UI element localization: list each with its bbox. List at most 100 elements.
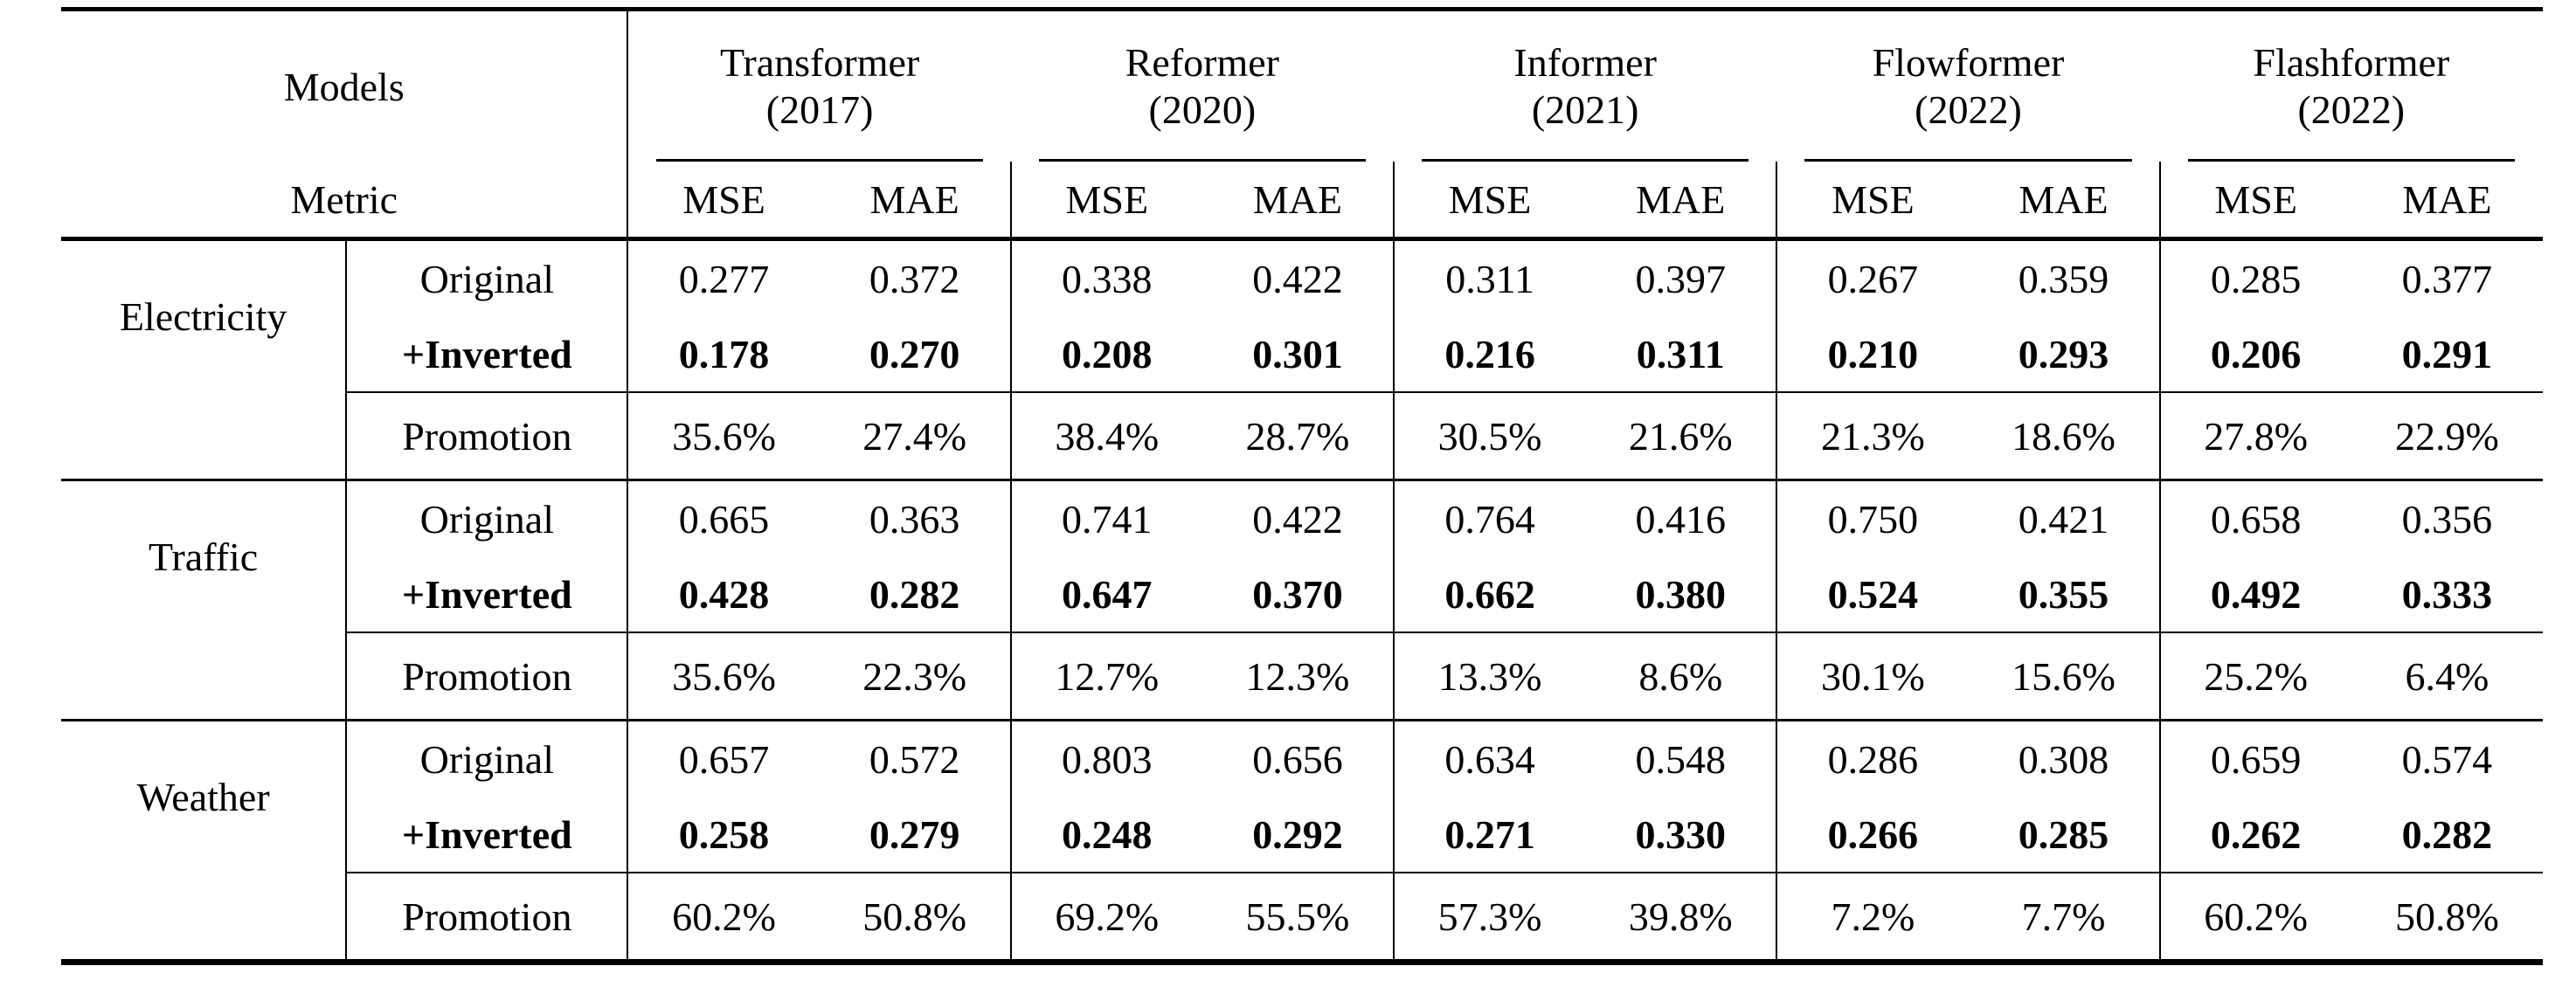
cmidrule — [1422, 159, 1749, 162]
value-cell: 0.377 — [2401, 256, 2493, 301]
row-type-label: Promotion — [346, 873, 629, 963]
promotion-value-cell: 27.8% — [2159, 392, 2351, 481]
promotion-value-cell: 13.3% — [1394, 632, 1586, 721]
dataset-spacer — [61, 632, 348, 721]
promotion-value-cell: 22.3% — [819, 632, 1012, 721]
value-cell: 0.574 — [2401, 736, 2493, 782]
results-table: Models Transformer (2017) Reformer (2020… — [61, 7, 2543, 965]
promotion-value-cell: 6.4% — [2351, 632, 2543, 721]
metric-label: MAE — [1585, 162, 1778, 241]
value-cell: 0.658 — [2210, 496, 2302, 542]
model-year: (2022) — [1915, 87, 2022, 132]
dataset-label: Traffic — [61, 480, 348, 632]
value-cell: 0.311 — [1585, 316, 1778, 393]
row-type-label: Original — [346, 720, 629, 797]
value-cell: 0.572 — [819, 720, 1012, 797]
cmidrule — [1804, 159, 2132, 162]
promotion-value-cell: 35.6% — [627, 632, 820, 721]
table-row: +Inverted 0.258 0.279 0.248 0.292 0.271 0.330 0… — [61, 797, 2543, 873]
table-row: +Inverted 0.178 0.270 0.208 0.301 0.216 0.311 0… — [61, 316, 2543, 393]
value-cell: 0.266 — [1776, 797, 1969, 873]
model-name: Flowformer — [1872, 39, 2065, 85]
promotion-value-cell: 50.8% — [819, 873, 1012, 963]
model-group-flowformer: Flowformer (2022) — [1776, 10, 2159, 162]
cmidrule — [656, 159, 983, 162]
promotion-value-cell: 30.1% — [1776, 632, 1969, 721]
value-cell: 0.285 — [1968, 797, 2161, 873]
value-cell: 0.662 — [1394, 556, 1586, 633]
model-group-transformer: Transformer (2017) — [627, 10, 1010, 162]
promotion-value-cell: 38.4% — [1010, 392, 1202, 481]
promotion-value-cell: 15.6% — [1968, 632, 2161, 721]
value-cell: 0.422 — [1201, 480, 1395, 556]
header-models-row: Models Transformer (2017) Reformer (2020… — [61, 9, 2543, 162]
row-type-label: Promotion — [346, 632, 629, 721]
header-metric-row: Metric MSE MAE MSE MAE MSE MAE MSE MAE M… — [61, 162, 2543, 241]
value-cell: 0.292 — [1201, 797, 1395, 873]
dataset-label: Weather — [61, 720, 348, 873]
model-name: Flashformer — [2253, 39, 2450, 85]
table-row: Promotion 35.6% 22.3% 12.7% 12.3% 13.3% 8.6% 30… — [61, 632, 2543, 721]
value-cell: 0.741 — [1062, 496, 1153, 542]
value-cell: 0.421 — [1968, 480, 2161, 556]
value-cell: 0.380 — [1585, 556, 1778, 633]
value-cell: 0.750 — [1827, 496, 1919, 542]
promotion-value-cell: 12.7% — [1010, 632, 1202, 721]
row-type-label: Original — [346, 480, 629, 556]
value-cell: 0.301 — [1201, 316, 1395, 393]
value-cell: 0.338 — [1062, 256, 1153, 301]
value-cell: 0.282 — [819, 556, 1012, 633]
row-type-label: +Inverted — [346, 556, 629, 633]
value-cell: 0.285 — [2210, 256, 2302, 301]
value-cell: 0.363 — [819, 480, 1012, 556]
row-type-label: +Inverted — [346, 316, 629, 393]
promotion-value-cell: 30.5% — [1394, 392, 1586, 481]
value-cell: 0.258 — [627, 797, 820, 873]
promotion-value-cell: 12.3% — [1201, 632, 1395, 721]
value-cell: 0.359 — [1968, 238, 2161, 316]
value-cell: 0.267 — [1827, 256, 1919, 301]
model-group-reformer: Reformer (2020) — [1011, 10, 1394, 162]
value-cell: 0.311 — [1445, 256, 1534, 301]
value-cell: 0.178 — [627, 316, 820, 393]
value-cell: 0.656 — [1201, 720, 1395, 797]
value-cell: 0.216 — [1394, 316, 1586, 393]
promotion-value-cell: 35.6% — [627, 392, 820, 481]
value-cell: 0.291 — [2351, 316, 2543, 393]
value-cell: 0.422 — [1201, 238, 1395, 316]
value-cell: 0.397 — [1585, 238, 1778, 316]
value-cell: 0.548 — [1585, 720, 1778, 797]
dataset-label: Electricity — [61, 238, 348, 392]
value-cell: 0.282 — [2351, 797, 2543, 873]
metric-label: MAE — [1968, 162, 2161, 241]
value-cell: 0.416 — [1585, 480, 1778, 556]
promotion-value-cell: 27.4% — [819, 392, 1012, 481]
promotion-value-cell: 60.2% — [2204, 894, 2309, 939]
metric-header: Metric — [61, 162, 629, 241]
table-row: Electricity Original 0.277 0.372 0.338 0.422 0… — [61, 238, 2543, 392]
promotion-value-cell: 7.7% — [1968, 873, 2161, 963]
value-cell: 0.271 — [1394, 797, 1586, 873]
metric-label: MAE — [2351, 162, 2543, 241]
metric-label: MSE — [2159, 162, 2351, 241]
value-cell: 0.803 — [1062, 736, 1153, 782]
value-cell: 0.524 — [1776, 556, 1969, 633]
model-year: (2022) — [2297, 87, 2406, 132]
promotion-value-cell: 60.2% — [672, 894, 776, 939]
promotion-value-cell: 55.5% — [1201, 873, 1395, 963]
metric-label: MSE — [1394, 162, 1586, 241]
value-cell: 0.333 — [2351, 556, 2543, 633]
value-cell: 0.355 — [1968, 556, 2161, 633]
promotion-value-cell: 7.2% — [1831, 894, 1915, 939]
model-group-informer: Informer (2021) — [1394, 10, 1776, 162]
model-year: (2020) — [1148, 87, 1257, 132]
cmidrule — [1038, 159, 1367, 162]
results-table-body: Electricity Original 0.277 0.372 0.338 0.422 0… — [61, 238, 2543, 963]
promotion-value-cell: 25.2% — [2159, 632, 2351, 721]
model-group-flashformer: Flashformer (2022) — [2160, 10, 2543, 162]
promotion-value-cell: 22.9% — [2351, 392, 2543, 481]
value-cell: 0.428 — [627, 556, 820, 633]
promotion-value-cell: 69.2% — [1055, 894, 1160, 939]
metric-label: MSE — [627, 162, 820, 241]
value-cell: 0.657 — [678, 736, 770, 782]
